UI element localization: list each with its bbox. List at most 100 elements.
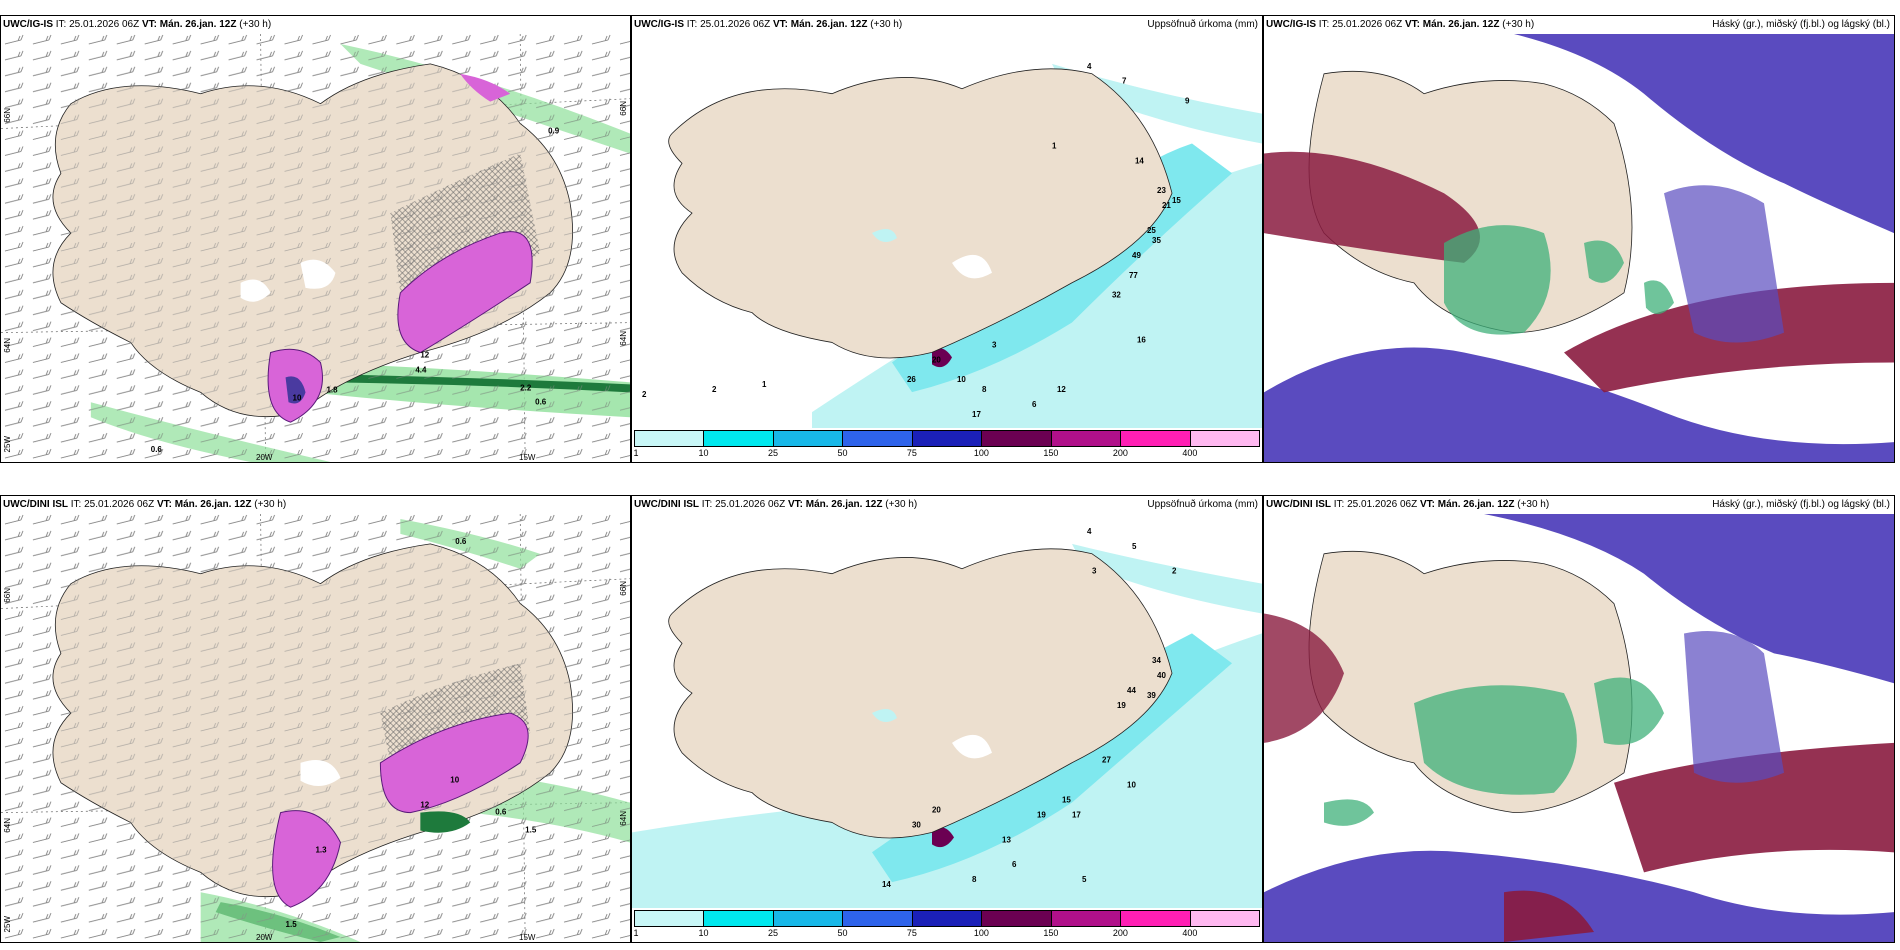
- svg-text:6: 6: [1012, 860, 1017, 869]
- svg-text:27: 27: [1102, 756, 1111, 765]
- svg-text:34: 34: [1152, 656, 1161, 665]
- precip-map: 4 5 2 3 34 40 39 44 27 10 19 15 17 19 13 14 20 30 6 5…: [632, 514, 1262, 908]
- precip-legend: 1 10 25 50 75 100 150 200 400: [633, 910, 1260, 940]
- legend-swatch: [982, 911, 1052, 926]
- legend-swatch: [1121, 431, 1191, 446]
- svg-text:2: 2: [1172, 567, 1177, 576]
- svg-text:15: 15: [1062, 796, 1071, 805]
- svg-text:19: 19: [1117, 701, 1126, 710]
- legend-tick: 1: [633, 928, 639, 938]
- panel-variable: Uppsöfnuð úrkoma (mm): [1147, 19, 1258, 30]
- svg-text:44: 44: [1127, 686, 1136, 695]
- map-panel-clouds-top: UWC/IG-IS IT: 25.01.2026 06Z VT: Mán. 26…: [1263, 15, 1895, 463]
- svg-text:4.4: 4.4: [415, 365, 427, 374]
- legend-swatch: [843, 911, 913, 926]
- svg-text:30: 30: [912, 820, 921, 829]
- svg-text:17: 17: [1072, 810, 1081, 819]
- svg-text:1: 1: [762, 380, 767, 389]
- legend-tick: 100: [973, 448, 989, 458]
- svg-text:3: 3: [1092, 567, 1097, 576]
- lon-label: 15W: [519, 933, 536, 942]
- legend-tick: 75: [906, 928, 917, 938]
- svg-text:0.6: 0.6: [495, 808, 507, 817]
- lon-label: 20W: [256, 453, 273, 462]
- svg-text:77: 77: [1129, 271, 1138, 280]
- svg-text:2.2: 2.2: [520, 383, 532, 392]
- svg-text:8: 8: [982, 385, 987, 394]
- svg-text:32: 32: [1112, 291, 1121, 300]
- lat-label: 66N: [3, 588, 12, 603]
- map-panel-precip-bottom: UWC/DINI ISL IT: 25.01.2026 06Z VT: Mán.…: [631, 495, 1263, 943]
- legend-tick: 50: [837, 928, 848, 938]
- svg-text:2: 2: [712, 385, 717, 394]
- svg-text:7: 7: [1122, 77, 1127, 86]
- wind-map: 0.6 0.6 1.5 1.5 12 10 1.3: [1, 514, 630, 942]
- legend-swatch: [1121, 911, 1191, 926]
- map-panel-precip-top: UWC/IG-IS IT: 25.01.2026 06Z VT: Mán. 26…: [631, 15, 1263, 463]
- lat-label: 66N: [3, 108, 12, 123]
- legend-tick: 10: [698, 928, 709, 938]
- wind-map: 0.9 2.2 0.6 0.6 4.4 12 10 1.8: [1, 34, 630, 462]
- svg-text:1.8: 1.8: [326, 385, 338, 394]
- legend-tick: 25: [767, 448, 778, 458]
- legend-swatch: [1190, 431, 1259, 446]
- svg-text:5: 5: [1132, 542, 1137, 551]
- legend-swatch: [982, 431, 1052, 446]
- svg-text:20: 20: [932, 806, 941, 815]
- cloud-map: [1264, 34, 1894, 462]
- legend-swatch: [912, 911, 983, 926]
- svg-text:1.5: 1.5: [525, 826, 537, 835]
- svg-text:0.6: 0.6: [151, 445, 163, 454]
- svg-text:10: 10: [1127, 781, 1136, 790]
- legend-tick: 150: [1043, 928, 1059, 938]
- svg-text:39: 39: [1147, 691, 1156, 700]
- legend-tick: 400: [1182, 928, 1198, 938]
- precip-legend: 1 10 25 50 75 100 150 200 400: [633, 430, 1260, 460]
- legend-tick: 50: [837, 448, 848, 458]
- legend-swatch: [704, 911, 774, 926]
- panel-title: UWC/IG-IS IT: 25.01.2026 06Z VT: Mán. 26…: [3, 19, 272, 30]
- svg-text:10: 10: [450, 776, 459, 785]
- legend-swatch: [843, 431, 913, 446]
- map-panel-wind-bottom: UWC/DINI ISL IT: 25.01.2026 06Z VT: Mán.…: [0, 495, 631, 943]
- cloud-map: [1264, 514, 1894, 942]
- lat-label: 64N: [3, 818, 12, 833]
- lat-label: 64N: [3, 338, 12, 353]
- svg-text:17: 17: [972, 410, 981, 419]
- svg-text:1.5: 1.5: [286, 920, 298, 929]
- svg-text:12: 12: [420, 801, 429, 810]
- legend-tick: 10: [698, 448, 709, 458]
- svg-text:5: 5: [1082, 875, 1087, 884]
- map-panel-clouds-bottom: UWC/DINI ISL IT: 25.01.2026 06Z VT: Mán.…: [1263, 495, 1895, 943]
- legend-swatch: [704, 431, 774, 446]
- lat-label: 25W: [3, 436, 12, 453]
- legend-swatch: [912, 431, 983, 446]
- svg-text:2: 2: [642, 390, 647, 399]
- legend-swatch: [1190, 911, 1259, 926]
- panel-variable: Háský (gr.), miðský (fj.bl.) og lágský (…: [1712, 499, 1890, 510]
- svg-text:0.6: 0.6: [535, 397, 547, 406]
- panel-variable: Uppsöfnuð úrkoma (mm): [1147, 499, 1258, 510]
- lat-label-right: 64N: [619, 811, 628, 826]
- lat-label: 25W: [3, 916, 12, 933]
- svg-text:0.9: 0.9: [548, 127, 560, 136]
- svg-text:6: 6: [1032, 400, 1037, 409]
- svg-text:8: 8: [972, 875, 977, 884]
- svg-text:14: 14: [1135, 156, 1144, 165]
- svg-text:49: 49: [1132, 251, 1141, 260]
- svg-text:40: 40: [1157, 671, 1166, 680]
- svg-text:12: 12: [1057, 385, 1066, 394]
- svg-text:26: 26: [907, 375, 916, 384]
- lon-label: 15W: [519, 453, 536, 462]
- svg-text:1: 1: [1052, 141, 1057, 150]
- lat-label-right: 66N: [619, 581, 628, 596]
- svg-text:35: 35: [1152, 236, 1161, 245]
- map-panel-wind-top: UWC/IG-IS IT: 25.01.2026 06Z VT: Mán. 26…: [0, 15, 631, 463]
- svg-text:23: 23: [1157, 186, 1166, 195]
- lat-label-right: 66N: [619, 101, 628, 116]
- panel-title: UWC/DINI ISL IT: 25.01.2026 06Z VT: Mán.…: [1266, 499, 1550, 510]
- legend-swatch: [635, 431, 705, 446]
- svg-text:20: 20: [932, 355, 941, 364]
- legend-tick: 25: [767, 928, 778, 938]
